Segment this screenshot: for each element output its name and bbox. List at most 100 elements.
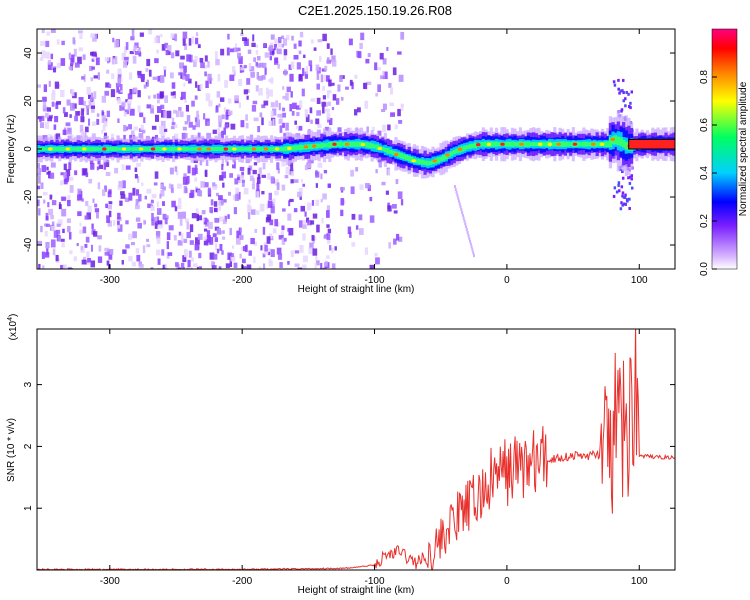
- noise-speckle: [71, 89, 75, 97]
- noise-speckle: [195, 119, 200, 128]
- noise-speckle: [117, 185, 123, 190]
- noise-speckle: [116, 86, 120, 93]
- noise-speckle: [50, 162, 56, 168]
- noise-speckle: [261, 117, 264, 126]
- ridge-peak: [500, 142, 505, 146]
- noise-speckle: [163, 128, 168, 132]
- noise-speckle: [276, 182, 280, 190]
- noise-speckle: [98, 164, 104, 170]
- noise-speckle: [322, 85, 326, 91]
- noise-speckle: [327, 183, 332, 188]
- noise-speckle: [274, 190, 279, 196]
- noise-speckle: [317, 39, 323, 43]
- ridge-peak: [232, 147, 237, 151]
- noise-speckle: [207, 187, 211, 196]
- streak-speckle: [455, 190, 458, 194]
- noise-speckle: [160, 183, 163, 189]
- noise-speckle: [160, 33, 163, 38]
- noise-speckle: [279, 262, 283, 268]
- noise-speckle: [239, 166, 245, 171]
- noise-speckle: [74, 170, 78, 176]
- noise-speckle: [191, 100, 195, 107]
- noise-speckle: [69, 250, 73, 255]
- noise-speckle: [75, 111, 80, 116]
- ridge-peak: [150, 147, 156, 151]
- noise-speckle: [252, 100, 258, 105]
- noise-speckle: [156, 237, 161, 241]
- noise-speckle: [129, 134, 132, 140]
- noise-speckle: [372, 126, 375, 132]
- noise-speckle: [205, 93, 211, 102]
- streak-speckle: [466, 231, 469, 235]
- noise-speckle: [56, 39, 60, 45]
- noise-speckle: [267, 251, 270, 256]
- y-tick-label: 3: [23, 381, 34, 387]
- noise-speckle: [207, 73, 212, 81]
- noise-speckle: [244, 38, 249, 47]
- noise-speckle: [159, 75, 165, 83]
- noise-speckle: [130, 130, 135, 138]
- noise-speckle: [81, 76, 85, 80]
- noise-speckle: [245, 244, 248, 252]
- noise-speckle: [322, 95, 326, 100]
- burst-speckle: [620, 108, 624, 112]
- noise-speckle: [247, 205, 252, 214]
- noise-speckle: [193, 263, 198, 268]
- noise-speckle: [157, 75, 161, 82]
- x-tick-label: 0: [504, 275, 510, 286]
- burst-speckle: [628, 206, 631, 210]
- noise-speckle: [143, 219, 146, 225]
- streak-speckle: [461, 210, 464, 214]
- ridge-cell: [524, 141, 528, 147]
- noise-speckle: [85, 200, 89, 207]
- noise-speckle: [398, 74, 404, 82]
- burst-speckle: [618, 189, 621, 193]
- noise-speckle: [49, 172, 55, 179]
- noise-speckle: [118, 181, 124, 188]
- ridge-cell: [619, 137, 623, 147]
- noise-speckle: [69, 176, 74, 181]
- burst-speckle: [630, 90, 634, 94]
- noise-speckle: [61, 208, 67, 217]
- noise-speckle: [240, 67, 245, 71]
- noise-speckle: [315, 64, 320, 72]
- noise-speckle: [115, 82, 121, 88]
- noise-speckle: [131, 29, 135, 37]
- noise-speckle: [189, 192, 194, 199]
- ridge-cell: [569, 142, 573, 147]
- noise-speckle: [120, 191, 125, 195]
- noise-speckle: [278, 235, 284, 240]
- noise-speckle: [339, 75, 343, 82]
- noise-speckle: [170, 184, 174, 192]
- streak-speckle: [459, 205, 462, 209]
- noise-speckle: [278, 37, 282, 42]
- noise-speckle: [313, 236, 317, 241]
- noise-speckle: [60, 264, 65, 269]
- noise-speckle: [159, 91, 163, 99]
- noise-speckle: [326, 205, 330, 211]
- noise-speckle: [326, 233, 331, 240]
- noise-speckle: [184, 121, 188, 125]
- noise-speckle: [64, 175, 69, 183]
- noise-speckle: [44, 230, 48, 237]
- noise-speckle: [236, 47, 241, 52]
- noise-speckle: [298, 50, 302, 55]
- noise-speckle: [233, 70, 236, 76]
- noise-speckle: [239, 175, 245, 181]
- noise-speckle: [161, 44, 166, 51]
- noise-speckle: [90, 260, 96, 268]
- noise-speckle: [305, 114, 310, 123]
- ridge-cell: [95, 147, 99, 151]
- ridge-cell: [381, 147, 385, 151]
- noise-speckle: [195, 208, 199, 213]
- noise-speckle: [122, 180, 126, 189]
- noise-speckle: [93, 75, 98, 79]
- noise-speckle: [151, 125, 157, 130]
- noise-speckle: [132, 187, 136, 196]
- noise-speckle: [391, 204, 397, 209]
- noise-speckle: [204, 169, 208, 178]
- noise-speckle: [227, 214, 230, 219]
- ridge-cell: [113, 146, 117, 152]
- noise-speckle: [105, 171, 111, 177]
